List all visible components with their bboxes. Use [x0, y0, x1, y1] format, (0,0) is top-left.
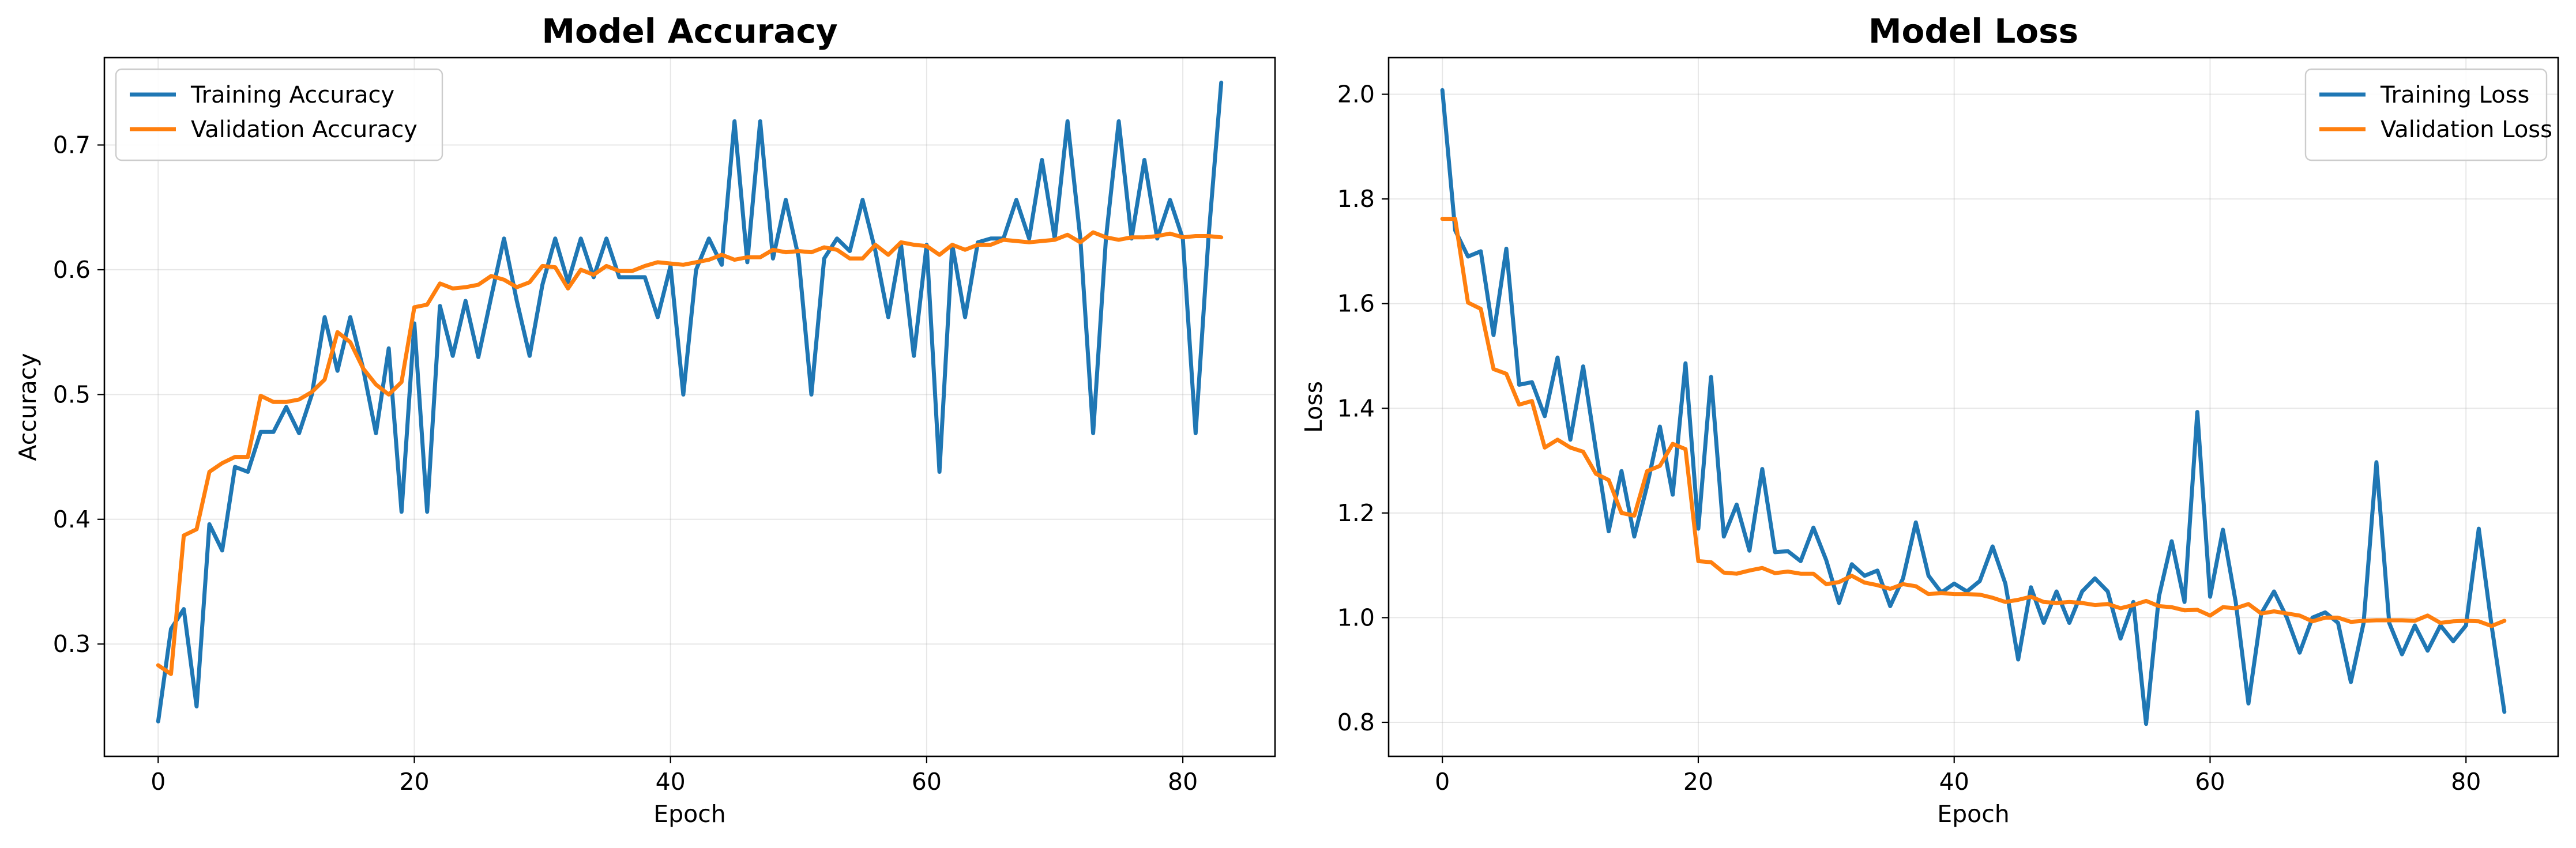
loss-legend-box [2304, 68, 2548, 161]
loss-series-line-validation [1440, 217, 2507, 628]
loss-legend: Training Loss Validation Loss [2304, 68, 2552, 161]
loss-x-tick-label: 0 [1435, 768, 1450, 796]
accuracy-plot-frame [103, 56, 1276, 757]
accuracy-chart-title: Model Accuracy [541, 12, 837, 51]
loss-chart-title: Model Loss [1868, 12, 2078, 51]
accuracy-x-tick-label: 40 [656, 768, 686, 796]
loss-y-tick-label: 1.6 [1337, 290, 1375, 318]
accuracy-legend-box [115, 68, 443, 161]
accuracy-legend-label: Validation Accuracy [191, 116, 418, 143]
loss-plot-frame [1387, 56, 2559, 757]
loss-legend-label: Training Loss [2380, 82, 2529, 108]
loss-y-tick-label: 2.0 [1337, 81, 1375, 108]
accuracy-x-tick-label: 80 [1168, 768, 1198, 796]
loss-x-axis-label: Epoch [1937, 800, 2010, 828]
loss-series-lines [1440, 88, 2507, 726]
accuracy-y-tick-label: 0.6 [53, 256, 91, 284]
loss-y-tick-label: 1.2 [1337, 499, 1375, 527]
accuracy-y-tick-label: 0.5 [53, 380, 91, 408]
accuracy-series-line-validation [156, 230, 1224, 676]
loss-y-axis-label: Loss [1300, 381, 1328, 433]
loss-x-tick-label: 80 [2451, 768, 2481, 796]
loss-x-tick-label: 60 [2195, 768, 2225, 796]
accuracy-y-tick-label: 0.7 [53, 131, 91, 159]
accuracy-legend: Training Accuracy Validation Accuracy [115, 68, 443, 161]
accuracy-x-tick-label: 0 [151, 768, 166, 796]
accuracy-y-axis-label: Accuracy [14, 353, 42, 461]
loss-grid [1389, 58, 2558, 756]
accuracy-series-line-training [156, 80, 1224, 723]
loss-chart-panel: Model Loss 0 20 40 60 80 0.8 1.0 1.2 1.4 1.6 1.8 2.… [1300, 12, 2559, 828]
accuracy-ticks: 0 20 40 60 80 0.3 0.4 0.5 0.6 0.7 [53, 131, 1198, 796]
loss-y-tick-label: 0.8 [1337, 708, 1375, 736]
loss-y-tick-label: 1.0 [1337, 604, 1375, 631]
accuracy-x-tick-label: 60 [912, 768, 942, 796]
accuracy-x-tick-label: 20 [399, 768, 429, 796]
loss-y-tick-label: 1.8 [1337, 185, 1375, 213]
accuracy-chart-panel: Model Accuracy 0 20 40 60 800.30.40.50.60.7 … [14, 12, 1276, 828]
loss-series-line-training [1440, 88, 2507, 726]
loss-x-tick-label: 40 [1939, 768, 1969, 796]
loss-y-tick-label: 1.4 [1337, 394, 1375, 422]
loss-legend-label: Validation Loss [2381, 116, 2552, 143]
accuracy-grid [104, 58, 1275, 756]
loss-ticks: 0 20 40 60 80 0.8 1.0 1.2 1.4 1.6 1.8 2.0 [1337, 81, 2481, 796]
loss-x-tick-label: 20 [1683, 768, 1713, 796]
accuracy-legend-label: Training Accuracy [190, 82, 394, 108]
accuracy-series-lines [156, 80, 1224, 723]
accuracy-x-axis-label: Epoch [653, 800, 726, 828]
accuracy-y-tick-label: 0.3 [53, 630, 91, 658]
accuracy-y-tick-label: 0.4 [53, 506, 91, 533]
